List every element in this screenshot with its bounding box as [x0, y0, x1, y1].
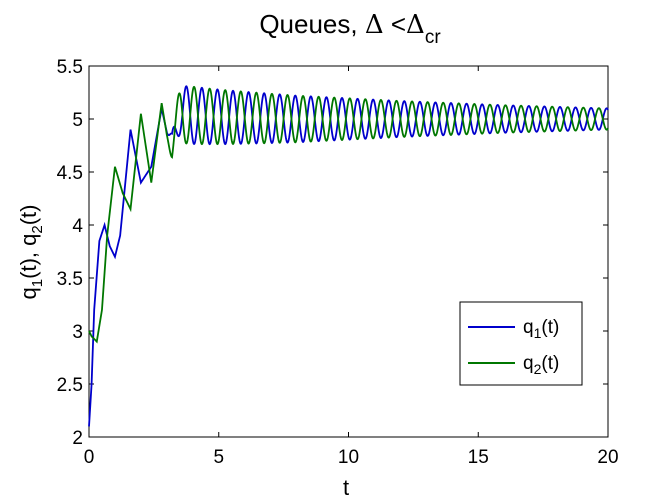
x-tick-label: 15 [468, 447, 489, 468]
y-tick-label: 5.5 [57, 57, 83, 78]
y-tick-label: 2 [72, 428, 83, 449]
legend: q1(t) q2(t) [459, 301, 583, 386]
y-tick-label: 4.5 [57, 163, 83, 184]
y-tick-label: 4 [72, 216, 83, 237]
chart-title: Queues, Δ <Δcr [259, 9, 441, 48]
legend-box [459, 301, 583, 386]
legend-label-q1: q1(t) [523, 317, 559, 341]
axis-ticks: 0 5 10 15 20 2 2.5 3 3.5 4 4.5 5 5.5 [57, 57, 619, 468]
x-tick-label: 10 [338, 447, 359, 468]
y-tick-label: 3 [72, 322, 83, 343]
y-tick-label: 3.5 [57, 269, 83, 290]
legend-label-q2: q2(t) [523, 353, 559, 377]
y-tick-label: 2.5 [57, 375, 83, 396]
x-axis-label: t [343, 475, 349, 500]
x-tick-label: 0 [84, 447, 95, 468]
y-axis-label: q1(t), q2(t) [16, 205, 46, 300]
y-tick-label: 5 [72, 110, 83, 131]
series-layer [88, 85, 609, 427]
series-line-q2 [88, 85, 609, 344]
x-tick-label: 20 [597, 447, 618, 468]
x-tick-label: 5 [213, 447, 224, 468]
